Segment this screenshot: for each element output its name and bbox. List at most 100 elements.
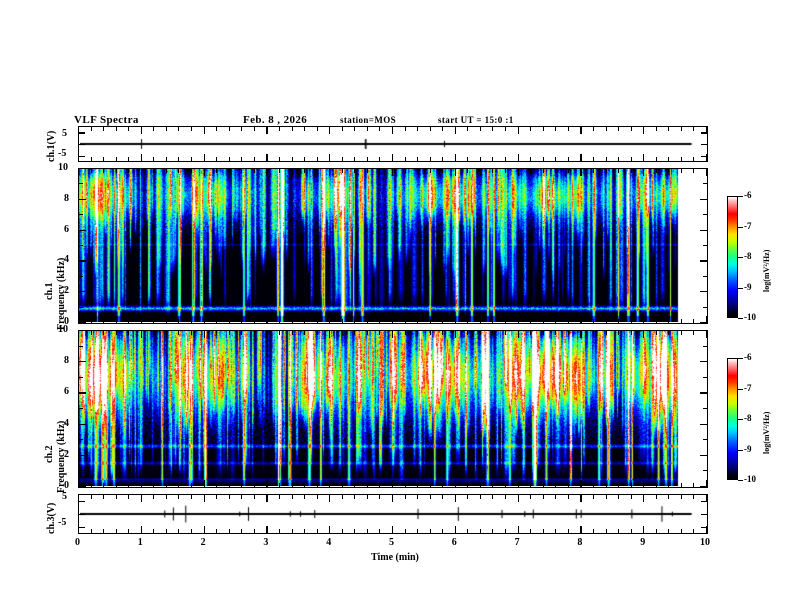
axis-tick bbox=[701, 514, 707, 516]
ch2-spec-ytick-label: 4 bbox=[64, 417, 69, 429]
ch2-spec-axis-label-ch: ch.2 bbox=[44, 445, 55, 464]
axis-tick bbox=[580, 480, 582, 487]
axis-tick bbox=[304, 169, 306, 173]
start-time-label: start UT = 15:0 :1 bbox=[438, 115, 514, 125]
axis-tick bbox=[153, 319, 155, 323]
axis-tick bbox=[680, 319, 682, 323]
axis-tick bbox=[379, 331, 381, 335]
axis-tick bbox=[680, 157, 682, 161]
axis-tick bbox=[404, 483, 406, 487]
axis-tick bbox=[79, 183, 83, 185]
axis-tick bbox=[78, 316, 80, 323]
axis-tick bbox=[580, 495, 582, 502]
axis-tick bbox=[379, 495, 381, 499]
axis-tick bbox=[241, 127, 243, 131]
axis-tick bbox=[693, 157, 695, 161]
axis-tick bbox=[680, 331, 682, 335]
axis-tick bbox=[479, 529, 481, 533]
axis-tick bbox=[178, 157, 180, 161]
axis-tick bbox=[542, 319, 544, 323]
axis-tick bbox=[153, 331, 155, 335]
axis-tick bbox=[316, 529, 318, 533]
axis-tick bbox=[103, 157, 105, 161]
axis-tick bbox=[78, 154, 80, 161]
axis-tick bbox=[706, 169, 708, 176]
xaxis-tick-label: 8 bbox=[577, 537, 583, 548]
axis-tick bbox=[701, 155, 707, 157]
axis-tick bbox=[304, 529, 306, 533]
axis-tick bbox=[700, 322, 707, 324]
axis-tick bbox=[643, 480, 645, 487]
axis-tick bbox=[191, 157, 193, 161]
axis-tick bbox=[79, 198, 86, 201]
axis-tick bbox=[216, 319, 218, 323]
axis-tick bbox=[555, 319, 557, 323]
axis-tick bbox=[228, 331, 230, 335]
axis-tick bbox=[693, 169, 695, 173]
axis-tick bbox=[241, 157, 243, 161]
axis-tick bbox=[128, 319, 130, 323]
axis-tick bbox=[79, 486, 86, 488]
axis-tick bbox=[329, 127, 331, 134]
ch2-spec-ytick-label: 6 bbox=[64, 386, 69, 398]
axis-tick bbox=[668, 127, 670, 131]
axis-tick bbox=[90, 127, 92, 131]
axis-tick bbox=[703, 214, 707, 216]
axis-tick bbox=[140, 480, 143, 487]
ch2-spec-ytick-label: 0 bbox=[64, 480, 69, 491]
axis-tick bbox=[442, 157, 444, 161]
ch1-colorbar-tick-label: -10 bbox=[744, 312, 756, 322]
axis-tick bbox=[618, 483, 620, 487]
axis-tick bbox=[467, 127, 469, 131]
axis-tick bbox=[392, 169, 394, 176]
axis-tick bbox=[592, 331, 594, 335]
axis-tick bbox=[341, 319, 343, 323]
axis-tick bbox=[341, 529, 343, 533]
axis-tick bbox=[404, 529, 406, 533]
axis-tick bbox=[266, 480, 268, 487]
axis-tick bbox=[417, 169, 419, 173]
axis-tick bbox=[479, 127, 481, 131]
axis-tick bbox=[643, 127, 645, 134]
axis-tick bbox=[128, 169, 130, 173]
axis-tick bbox=[555, 331, 557, 335]
axis-tick bbox=[417, 495, 419, 499]
axis-tick bbox=[379, 529, 381, 533]
axis-tick bbox=[404, 331, 406, 335]
axis-tick bbox=[701, 501, 707, 503]
axis-tick bbox=[655, 169, 657, 173]
axis-tick bbox=[555, 157, 557, 161]
axis-tick bbox=[417, 127, 419, 131]
axis-tick bbox=[153, 495, 155, 499]
axis-tick bbox=[128, 127, 130, 131]
observation-date: Feb. 8 , 2026 bbox=[243, 114, 308, 126]
axis-tick bbox=[703, 408, 707, 409]
axis-tick bbox=[203, 480, 205, 487]
axis-tick bbox=[738, 287, 743, 289]
axis-tick bbox=[442, 127, 444, 131]
axis-tick bbox=[700, 486, 707, 488]
axis-tick bbox=[567, 529, 569, 533]
ch1-spectrogram-image bbox=[79, 169, 694, 322]
axis-tick bbox=[580, 526, 582, 533]
axis-tick bbox=[79, 423, 86, 425]
axis-tick bbox=[429, 169, 431, 173]
axis-tick bbox=[442, 331, 444, 335]
axis-tick bbox=[329, 154, 331, 161]
axis-tick bbox=[630, 319, 632, 323]
axis-tick bbox=[618, 319, 620, 323]
axis-tick bbox=[203, 127, 205, 134]
axis-tick bbox=[191, 483, 193, 487]
axis-tick bbox=[700, 454, 707, 457]
axis-tick bbox=[542, 127, 544, 131]
axis-tick bbox=[454, 154, 457, 161]
axis-tick bbox=[680, 495, 682, 499]
axis-tick bbox=[700, 361, 707, 363]
axis-tick bbox=[253, 319, 255, 323]
axis-tick bbox=[291, 529, 293, 533]
axis-tick bbox=[580, 331, 582, 338]
xaxis-tick-label: 1 bbox=[137, 537, 143, 548]
axis-tick bbox=[278, 169, 280, 173]
ch2-spectrogram-panel bbox=[78, 330, 708, 488]
axis-tick bbox=[115, 169, 117, 173]
